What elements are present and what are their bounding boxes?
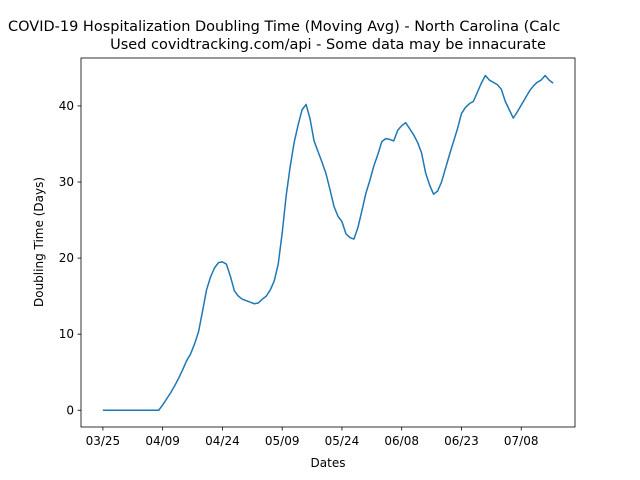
chart-title: COVID-19 Hospitalization Doubling Time (…: [8, 19, 560, 35]
y-tick-label: 40: [59, 99, 74, 113]
y-axis-label: Doubling Time (Days): [32, 177, 46, 307]
x-tick-label: 04/24: [205, 434, 240, 448]
y-tick-label: 10: [59, 327, 74, 341]
x-tick-label: 03/25: [86, 434, 121, 448]
x-tick-label: 04/09: [145, 434, 180, 448]
chart-subtitle: Used covidtracking.com/api - Some data m…: [110, 37, 546, 53]
plot-frame: [80, 57, 576, 428]
x-tick-label: 05/09: [265, 434, 300, 448]
x-tick-label: 05/24: [325, 434, 360, 448]
y-tick-label: 30: [59, 175, 74, 189]
x-tick-label: 06/08: [384, 434, 419, 448]
x-tick-label: 06/23: [444, 434, 479, 448]
y-tick-label: 0: [66, 403, 74, 417]
data-line: [102, 74, 554, 412]
x-tick-label: 07/08: [504, 434, 539, 448]
y-tick-label: 20: [59, 251, 74, 265]
x-axis-label: Dates: [311, 456, 346, 470]
